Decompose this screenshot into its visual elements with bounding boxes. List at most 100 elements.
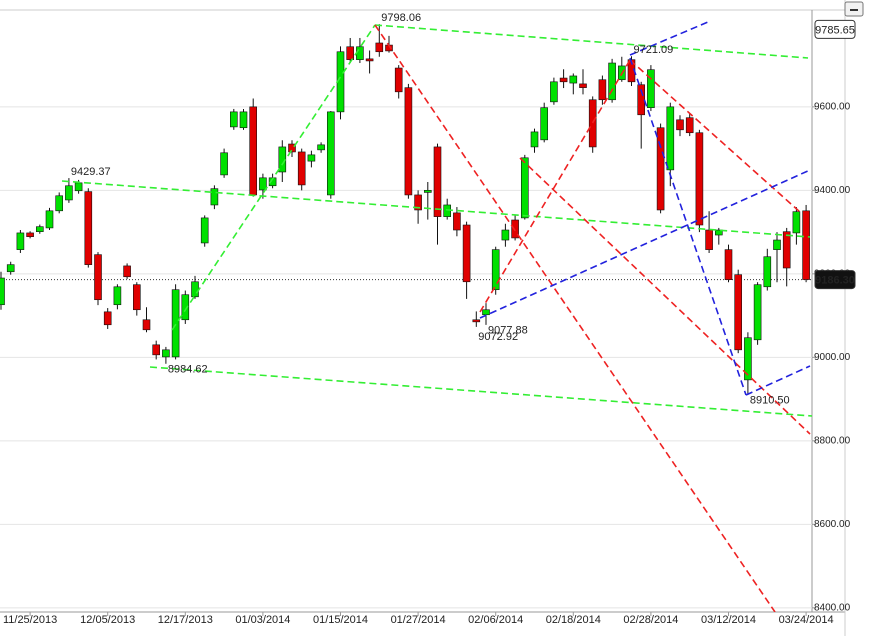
candle-body <box>200 217 209 244</box>
candle-body <box>714 229 723 236</box>
candle-body <box>220 152 228 176</box>
candle-body <box>559 77 568 83</box>
candle-body <box>530 131 539 148</box>
x-tick-label: 02/18/2014 <box>546 614 601 626</box>
candle-body <box>705 229 713 250</box>
candle-body <box>181 294 190 321</box>
trendline <box>374 24 809 59</box>
candle-body <box>65 185 73 201</box>
candle-body <box>540 107 549 141</box>
candle-body <box>433 146 442 217</box>
trendline <box>745 365 811 396</box>
candle-body <box>666 106 675 171</box>
candle-body <box>802 210 810 280</box>
trendline <box>629 21 709 56</box>
candle-body <box>482 309 490 316</box>
candle-body <box>423 190 432 193</box>
y-tick-label: 8600.00 <box>814 519 851 530</box>
y-tick-label: 9000.00 <box>814 352 851 363</box>
candle-body <box>103 311 112 326</box>
candle-body <box>744 337 752 381</box>
candle-body <box>579 83 587 88</box>
x-tick-label: 12/17/2013 <box>158 614 213 626</box>
candle-body <box>647 69 655 108</box>
candle-body <box>753 284 762 341</box>
candle-body <box>365 58 374 62</box>
candle-body <box>133 284 141 311</box>
price-marker <box>814 270 856 290</box>
y-tick-label: 8800.00 <box>814 435 851 446</box>
annotation: 9798.06 <box>381 12 421 24</box>
x-tick-label: 02/06/2014 <box>468 614 523 626</box>
candle-body <box>317 144 325 151</box>
candle-body <box>511 219 519 239</box>
candle-body <box>404 87 413 196</box>
trendline <box>61 180 811 238</box>
candle-body <box>326 111 335 196</box>
candle-body <box>695 132 704 226</box>
trendline <box>149 366 812 417</box>
annotation: 9429.37 <box>71 166 111 178</box>
x-tick-label: 02/28/2014 <box>623 614 678 626</box>
x-tick-label: 01/27/2014 <box>391 614 446 626</box>
candle-body <box>307 154 316 162</box>
trendline <box>374 24 776 612</box>
labels: 8400.008600.008800.009000.009200.009400.… <box>3 12 856 626</box>
price-marker <box>814 19 856 39</box>
candle-body <box>782 231 791 269</box>
x-tick-label: 01/15/2014 <box>313 614 368 626</box>
candle-body <box>142 319 151 331</box>
annotation: 9072.92 <box>478 331 518 343</box>
candle-body <box>55 195 64 212</box>
candle-body <box>35 226 44 232</box>
trendline <box>479 169 811 319</box>
candle-body <box>94 254 102 301</box>
candle-body <box>259 177 267 191</box>
candle-body <box>453 212 461 231</box>
candle-body <box>249 106 257 196</box>
candle-body <box>588 99 597 148</box>
candle-body <box>520 157 529 219</box>
candle-body <box>162 349 170 358</box>
annotation: 8984.62 <box>168 364 208 376</box>
trendline <box>629 57 747 396</box>
candle-body <box>491 249 500 291</box>
candle-body <box>598 79 607 101</box>
trendline <box>171 24 376 331</box>
candle-body <box>0 277 5 306</box>
candle-body <box>45 210 54 229</box>
candle-body <box>297 151 306 186</box>
y-tick-label: 8400.00 <box>814 602 851 613</box>
candle-body <box>152 344 160 356</box>
price-marker-label: 9785.65 <box>815 24 855 36</box>
y-tick-label: 9600.00 <box>814 101 851 112</box>
candle-body <box>278 146 287 173</box>
candle-body <box>501 229 510 241</box>
x-tick-label: 03/12/2014 <box>701 614 756 626</box>
candle-body <box>763 256 772 288</box>
price-marker-label: 9186.30 <box>815 274 855 286</box>
annotation: 8910.50 <box>750 395 790 407</box>
candle-body <box>356 46 364 60</box>
candle-body <box>462 224 471 283</box>
candle-body <box>734 274 743 351</box>
candle-body <box>239 111 248 129</box>
candle-body <box>724 249 733 280</box>
candle-body <box>26 232 34 237</box>
trendlines <box>61 21 812 612</box>
x-tick-label: 03/24/2014 <box>779 614 834 626</box>
candle-body <box>676 119 684 131</box>
candle-body <box>472 319 481 323</box>
candle-body <box>685 117 694 134</box>
trendline <box>479 59 631 313</box>
candle-body <box>569 75 578 84</box>
annotation: 9077.88 <box>488 325 528 337</box>
candle-body <box>375 42 384 53</box>
grid <box>0 106 816 616</box>
annotation: 9721.09 <box>634 44 674 56</box>
candle-body <box>414 194 422 211</box>
candle-body <box>113 286 122 306</box>
candle-body <box>773 239 781 250</box>
